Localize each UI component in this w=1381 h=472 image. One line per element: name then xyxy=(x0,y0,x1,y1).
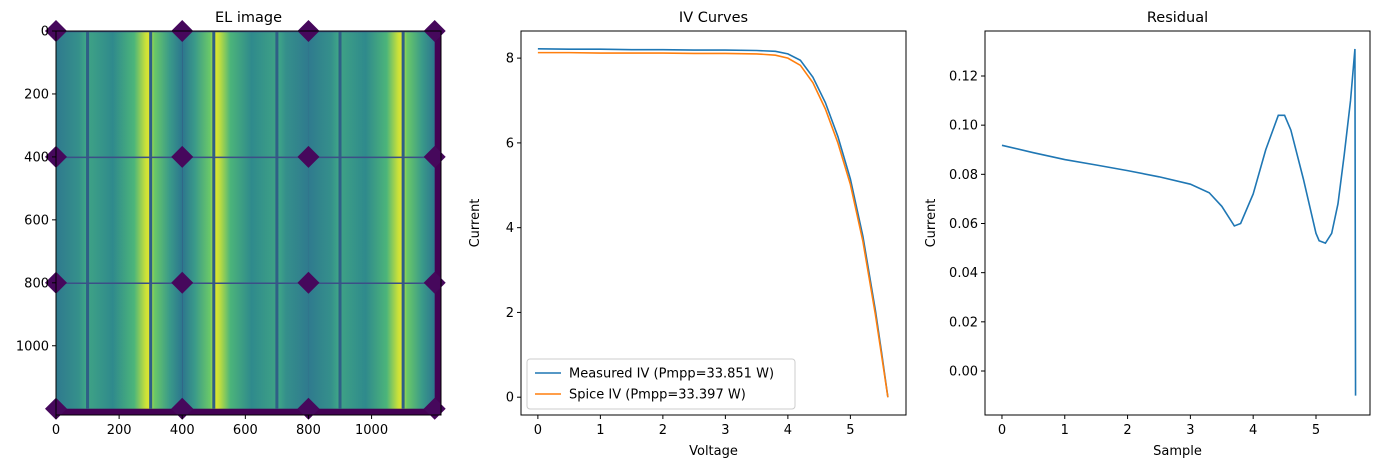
busbar xyxy=(149,31,153,157)
y-axis-label: Current xyxy=(924,199,939,248)
busbar xyxy=(401,282,405,409)
series-line xyxy=(1001,48,1357,396)
axes-frame xyxy=(984,30,1371,416)
y-tick-label: 0.00 xyxy=(949,364,978,379)
x-tick-label: 1 xyxy=(596,423,604,438)
cell xyxy=(56,31,183,157)
legend-box xyxy=(526,358,796,410)
x-axis-label: Sample xyxy=(1153,444,1202,459)
x-tick-label: 4 xyxy=(784,423,792,438)
cell-corner xyxy=(171,397,194,420)
cell xyxy=(56,282,183,409)
cell xyxy=(308,156,435,283)
busbar xyxy=(401,31,405,157)
cell xyxy=(182,31,309,157)
axes-frame xyxy=(55,30,442,416)
x-tick-label: 1000 xyxy=(355,423,388,438)
x-axis-label: Voltage xyxy=(689,444,738,459)
cell xyxy=(182,282,309,409)
cell-corner xyxy=(171,271,194,294)
y-tick-label: 600 xyxy=(24,213,49,228)
y-tick-label: 800 xyxy=(24,276,49,291)
cell-corner xyxy=(423,145,446,168)
cell xyxy=(308,282,435,409)
busbar xyxy=(338,156,342,283)
x-tick-label: 3 xyxy=(721,423,729,438)
busbar xyxy=(212,31,216,157)
busbar xyxy=(275,156,279,283)
x-tick-label: 0 xyxy=(998,423,1006,438)
cell xyxy=(56,156,183,283)
y-tick-label: 1000 xyxy=(16,339,49,354)
y-tick-label: 0.06 xyxy=(949,217,978,232)
y-tick-label: 0.04 xyxy=(949,266,978,281)
busbar xyxy=(149,156,153,283)
busbar xyxy=(275,31,279,157)
busbar xyxy=(86,31,90,157)
x-tick-label: 3 xyxy=(1186,423,1194,438)
y-tick-label: 0.02 xyxy=(949,315,978,330)
y-tick-label: 0.08 xyxy=(949,168,978,183)
y-tick-label: 8 xyxy=(506,52,514,67)
busbar xyxy=(275,282,279,409)
y-tick-label: 0 xyxy=(41,25,49,40)
chart-title: Residual xyxy=(1147,10,1208,26)
chart-title: IV Curves xyxy=(679,10,748,26)
cell-corner xyxy=(297,271,320,294)
legend-label: Spice IV (Pmpp=33.397 W) xyxy=(569,388,746,403)
x-tick-label: 0 xyxy=(534,423,542,438)
legend-label: Measured IV (Pmpp=33.851 W) xyxy=(569,367,774,382)
cell xyxy=(182,156,309,283)
x-tick-label: 2 xyxy=(1123,423,1131,438)
x-tick-label: 200 xyxy=(107,423,132,438)
x-tick-label: 4 xyxy=(1249,423,1257,438)
cell xyxy=(308,31,435,157)
busbar xyxy=(212,156,216,283)
chart-title: EL image xyxy=(215,10,282,26)
cell-corner xyxy=(297,145,320,168)
x-tick-label: 1 xyxy=(1061,423,1069,438)
y-tick-label: 2 xyxy=(506,306,514,321)
cell-corner xyxy=(297,397,320,420)
busbar xyxy=(149,282,153,409)
y-tick-label: 200 xyxy=(24,87,49,102)
y-tick-label: 6 xyxy=(506,136,514,151)
x-tick-label: 400 xyxy=(170,423,195,438)
y-tick-label: 0.10 xyxy=(949,119,978,134)
x-tick-label: 800 xyxy=(296,423,321,438)
cell-corner xyxy=(423,397,446,420)
y-axis-label: Current xyxy=(468,199,483,248)
busbar xyxy=(401,156,405,283)
busbar xyxy=(86,156,90,283)
axes-frame xyxy=(520,30,907,416)
x-tick-label: 5 xyxy=(846,423,854,438)
busbar xyxy=(338,31,342,157)
x-tick-label: 5 xyxy=(1312,423,1320,438)
x-tick-label: 600 xyxy=(233,423,258,438)
busbar xyxy=(212,282,216,409)
x-tick-label: 0 xyxy=(52,423,60,438)
busbar xyxy=(86,282,90,409)
y-tick-label: 0 xyxy=(506,391,514,406)
y-tick-label: 4 xyxy=(506,221,514,236)
cell-corner xyxy=(423,271,446,294)
series-line xyxy=(537,48,889,398)
y-tick-label: 0.12 xyxy=(949,69,978,84)
cell-corner xyxy=(171,145,194,168)
y-tick-label: 400 xyxy=(24,150,49,165)
series-line xyxy=(537,51,889,398)
busbar xyxy=(338,282,342,409)
x-tick-label: 2 xyxy=(659,423,667,438)
